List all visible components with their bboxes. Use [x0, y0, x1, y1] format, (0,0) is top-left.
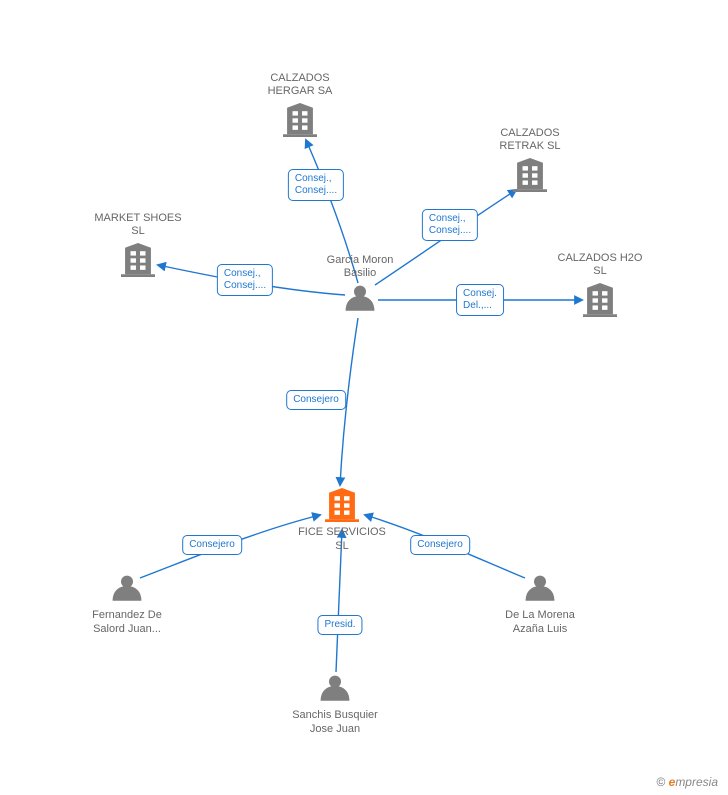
edge-garcia-fice [340, 318, 358, 485]
person-icon[interactable] [526, 576, 555, 601]
building-icon[interactable] [325, 488, 359, 522]
person-icon[interactable] [113, 576, 142, 601]
edge-morena-fice [365, 515, 525, 578]
edge-garcia-hergar [306, 140, 358, 283]
building-icon[interactable] [513, 158, 547, 192]
edge-fernandez-fice [140, 515, 320, 578]
copyright-notice: © empresia [656, 775, 718, 789]
person-icon[interactable] [321, 676, 350, 701]
network-graph [0, 0, 728, 795]
edge-garcia-retrak [375, 190, 516, 285]
building-icon[interactable] [283, 103, 317, 137]
building-icon[interactable] [121, 243, 155, 277]
person-icon[interactable] [346, 286, 375, 311]
edge-garcia-market [158, 265, 345, 295]
building-icon[interactable] [583, 283, 617, 317]
edge-sanchis-fice [336, 530, 342, 672]
copyright-symbol: © [656, 775, 665, 789]
brand-rest: mpresia [675, 775, 718, 789]
